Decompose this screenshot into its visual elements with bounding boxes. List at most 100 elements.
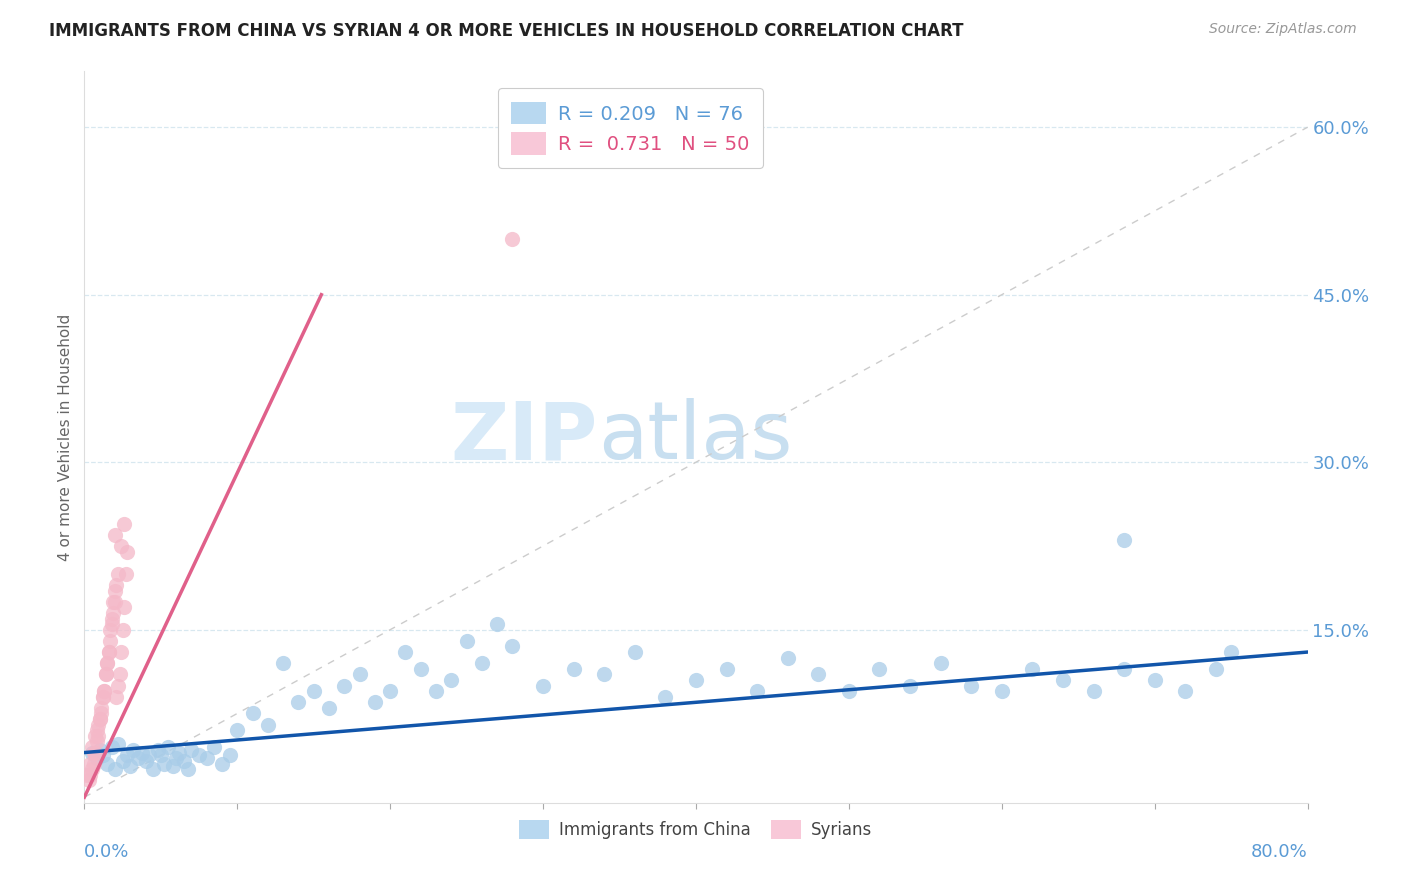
Point — [114, 566, 136, 581]
Point — [83, 756, 105, 771]
Point — [98, 633, 121, 648]
Point — [120, 759, 142, 773]
Point — [80, 762, 103, 776]
Point — [898, 679, 921, 693]
Point — [202, 739, 225, 754]
Text: atlas: atlas — [598, 398, 793, 476]
Point — [91, 690, 114, 704]
Point — [654, 690, 676, 704]
Point — [318, 701, 340, 715]
Text: 80.0%: 80.0% — [1251, 843, 1308, 861]
Point — [531, 679, 554, 693]
Point — [93, 684, 115, 698]
Point — [807, 667, 830, 681]
Point — [107, 566, 129, 581]
Point — [562, 662, 585, 676]
Point — [1174, 684, 1197, 698]
Text: IMMIGRANTS FROM CHINA VS SYRIAN 4 OR MORE VEHICLES IN HOUSEHOLD CORRELATION CHAR: IMMIGRANTS FROM CHINA VS SYRIAN 4 OR MOR… — [49, 22, 963, 40]
Point — [105, 690, 128, 704]
Point — [142, 762, 165, 776]
Point — [302, 684, 325, 698]
Point — [776, 650, 799, 665]
Point — [89, 743, 111, 757]
Point — [1143, 673, 1166, 687]
Point — [146, 743, 169, 757]
Point — [107, 737, 129, 751]
Point — [107, 679, 129, 693]
Point — [104, 528, 127, 542]
Point — [333, 679, 356, 693]
Point — [80, 739, 103, 754]
Point — [380, 684, 402, 698]
Point — [180, 743, 202, 757]
Point — [502, 640, 524, 654]
Point — [104, 762, 127, 776]
Point — [869, 662, 891, 676]
Point — [257, 717, 280, 731]
Point — [80, 746, 103, 760]
Point — [87, 717, 110, 731]
Point — [364, 695, 387, 709]
Point — [86, 751, 108, 765]
Point — [90, 706, 112, 721]
Point — [76, 768, 98, 782]
Point — [89, 712, 111, 726]
Point — [98, 623, 121, 637]
Point — [110, 645, 132, 659]
Point — [188, 747, 211, 762]
Point — [77, 773, 100, 788]
Point — [111, 755, 134, 769]
Point — [409, 662, 432, 676]
Point — [86, 734, 108, 748]
Point — [91, 690, 114, 704]
Point — [1220, 645, 1243, 659]
Point — [1114, 533, 1136, 548]
Point — [87, 729, 110, 743]
Point — [101, 617, 124, 632]
Point — [108, 667, 131, 681]
Point — [127, 751, 149, 765]
Point — [1021, 662, 1043, 676]
Text: 0.0%: 0.0% — [84, 843, 129, 861]
Point — [104, 595, 127, 609]
Point — [960, 679, 983, 693]
Point — [838, 684, 860, 698]
Point — [79, 756, 101, 771]
Point — [242, 706, 264, 721]
Point — [165, 751, 187, 765]
Point — [79, 768, 101, 782]
Point — [929, 657, 952, 671]
Text: ZIP: ZIP — [451, 398, 598, 476]
Point — [211, 756, 233, 771]
Point — [747, 684, 769, 698]
Point — [112, 600, 135, 615]
Point — [96, 657, 118, 671]
Point — [153, 756, 176, 771]
Y-axis label: 4 or more Vehicles in Household: 4 or more Vehicles in Household — [58, 313, 73, 561]
Point — [91, 747, 114, 762]
Point — [226, 723, 249, 738]
Point — [287, 695, 309, 709]
Point — [86, 723, 108, 738]
Point — [84, 746, 107, 760]
Point — [440, 673, 463, 687]
Point — [94, 667, 117, 681]
Point — [271, 657, 294, 671]
Point — [97, 645, 120, 659]
Point — [94, 667, 117, 681]
Point — [149, 747, 172, 762]
Point — [111, 623, 134, 637]
Point — [716, 662, 738, 676]
Point — [486, 617, 509, 632]
Point — [471, 657, 494, 671]
Point — [103, 595, 125, 609]
Legend: Immigrants from China, Syrians: Immigrants from China, Syrians — [509, 810, 883, 849]
Point — [1083, 684, 1105, 698]
Point — [115, 544, 138, 558]
Point — [83, 746, 105, 760]
Point — [991, 684, 1014, 698]
Point — [105, 578, 128, 592]
Point — [110, 539, 132, 553]
Point — [177, 762, 200, 776]
Point — [218, 747, 240, 762]
